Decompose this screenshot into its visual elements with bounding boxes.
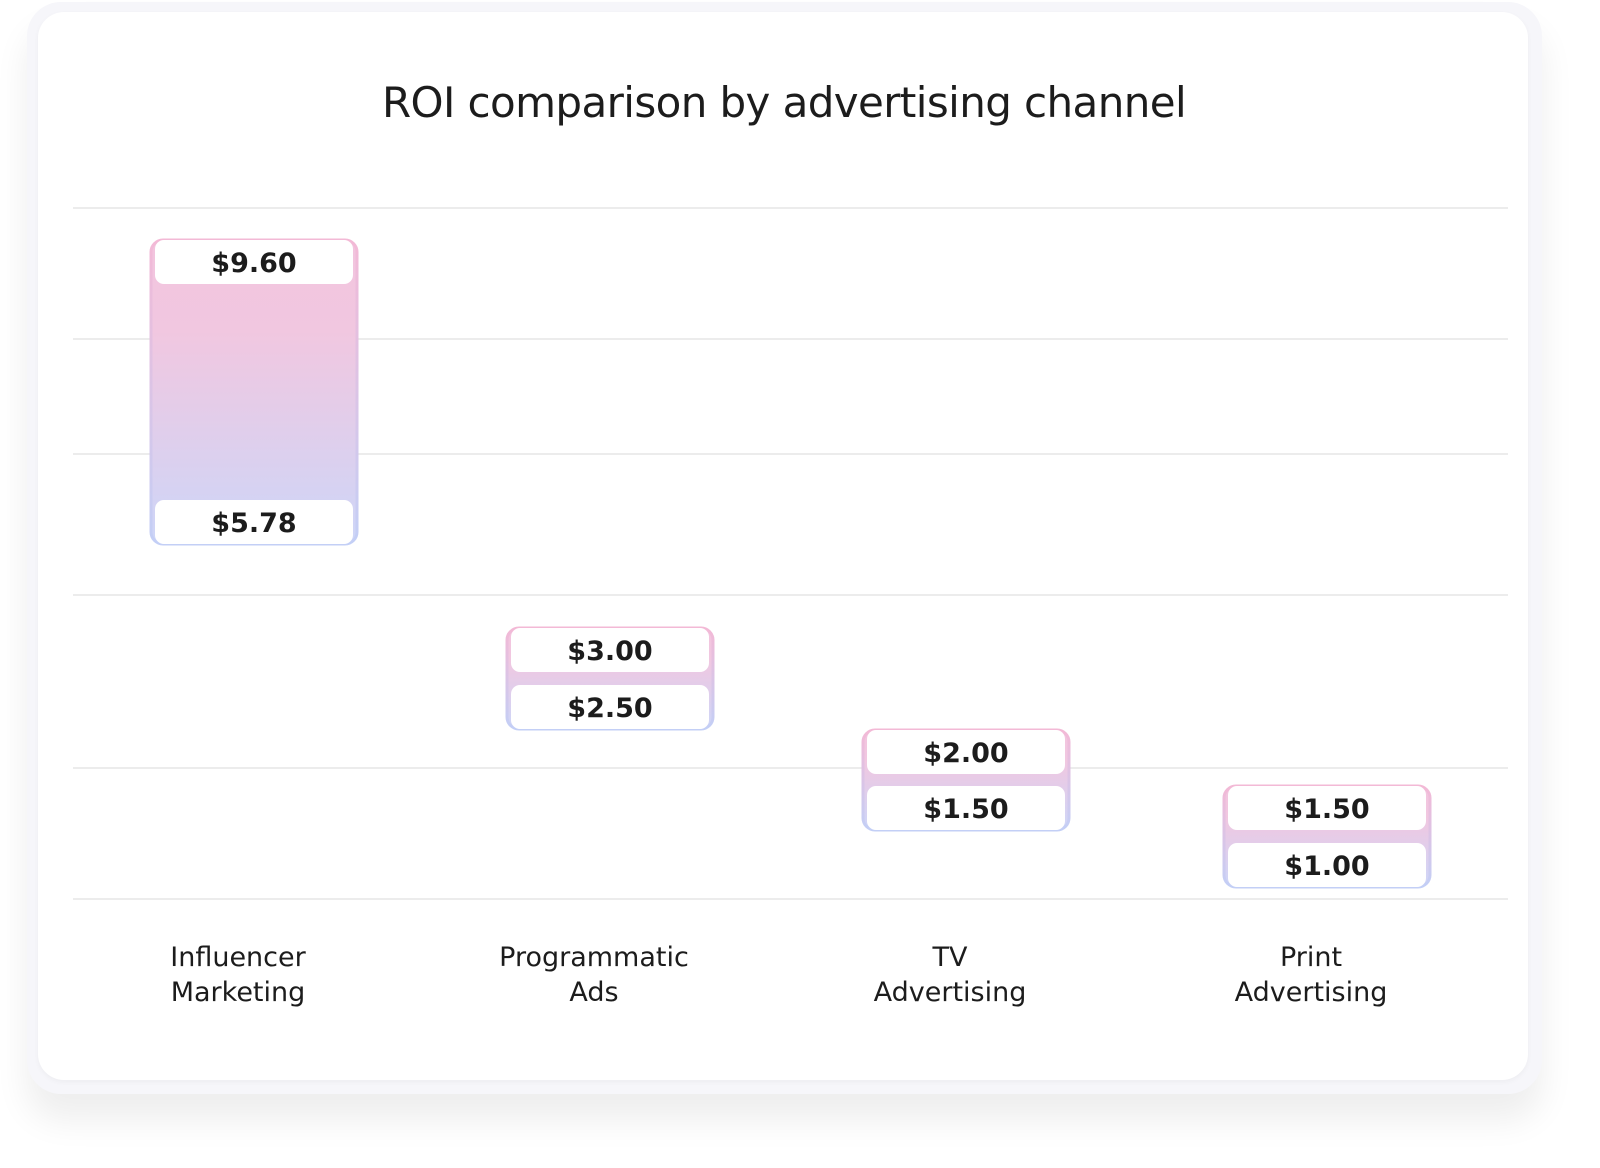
data-label-high: $3.00 bbox=[567, 636, 652, 667]
chart-card bbox=[38, 12, 1528, 1080]
data-label-high-pill bbox=[1228, 786, 1426, 830]
bar: $2.00 $1.50 bbox=[861, 728, 1071, 832]
data-label-high: $2.00 bbox=[923, 738, 1008, 769]
data-label-high-pill bbox=[155, 240, 353, 284]
data-label-high-pill bbox=[867, 730, 1065, 774]
data-label-low-pill bbox=[511, 685, 709, 729]
x-tick-label: Influencer Marketing bbox=[170, 942, 306, 1008]
data-label-low: $2.50 bbox=[567, 693, 652, 724]
x-tick-label: TV Advertising bbox=[873, 942, 1027, 1008]
data-label-low-pill bbox=[1228, 843, 1426, 887]
data-label-low-pill bbox=[867, 786, 1065, 830]
bar-range bbox=[149, 238, 359, 546]
x-tick-label: Print Advertising bbox=[1234, 942, 1388, 1008]
bar: $1.50 $1.00 bbox=[1222, 784, 1432, 889]
data-label-low: $1.00 bbox=[1284, 851, 1369, 882]
data-label-high: $1.50 bbox=[1284, 794, 1369, 825]
data-label-low: $5.78 bbox=[211, 508, 296, 539]
data-label-low-pill bbox=[155, 500, 353, 544]
data-label-high: $9.60 bbox=[211, 248, 296, 279]
chart-title: ROI comparison by advertising channel bbox=[381, 78, 1187, 127]
data-label-high-pill bbox=[511, 628, 709, 672]
x-tick-label: Programmatic Ads bbox=[499, 942, 689, 1008]
data-label-low: $1.50 bbox=[923, 794, 1008, 825]
bars: $9.60 $5.78 $3.00 $2.50 $2.00 $1.50 $1.50 $1.00 bbox=[149, 238, 1432, 889]
bar: $3.00 $2.50 bbox=[505, 626, 715, 731]
bar: $9.60 $5.78 bbox=[149, 238, 359, 546]
